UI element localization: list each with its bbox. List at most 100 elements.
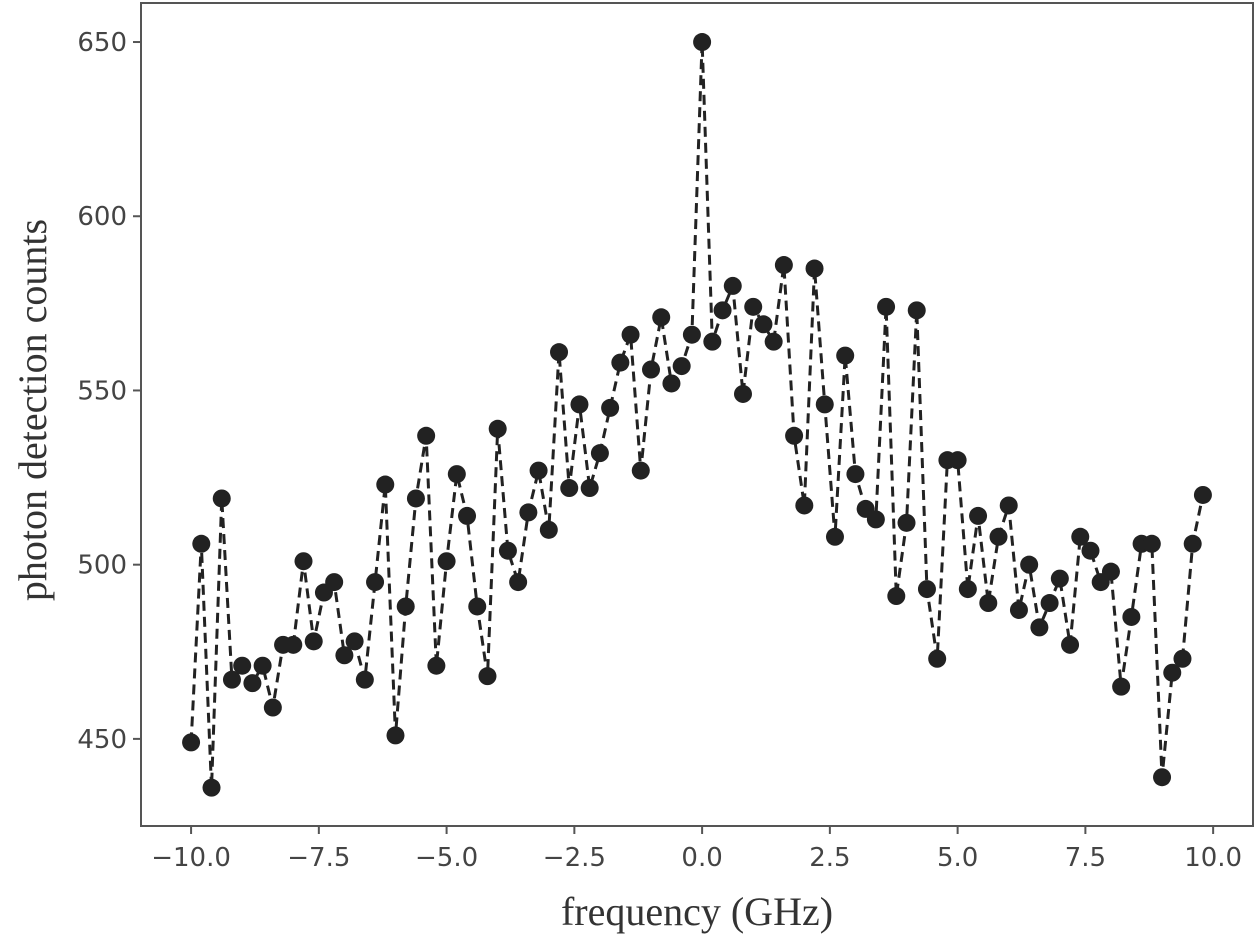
data-point: [1163, 663, 1182, 682]
data-point: [570, 395, 589, 414]
data-point: [733, 384, 752, 403]
data-point: [355, 670, 374, 689]
data-point: [1183, 534, 1202, 553]
data-point: [693, 33, 712, 52]
data-point: [713, 301, 732, 320]
x-tick-label: 5.0: [937, 843, 978, 873]
x-tick-label: −10.0: [151, 843, 231, 873]
x-tick-label: 2.5: [809, 843, 850, 873]
data-point: [192, 534, 211, 553]
data-point: [509, 573, 528, 592]
data-point: [539, 520, 558, 539]
data-point: [682, 325, 701, 344]
data-point: [417, 426, 436, 445]
data-point: [488, 419, 507, 438]
data-point: [785, 426, 804, 445]
data-point: [1009, 600, 1028, 619]
x-tick-label: 0.0: [681, 843, 722, 873]
data-point: [1153, 768, 1172, 787]
y-axis-label: photon detection counts: [10, 219, 55, 601]
data-point: [631, 461, 650, 480]
data-point: [1030, 618, 1049, 637]
data-point: [447, 465, 466, 484]
data-point: [182, 733, 201, 752]
data-point: [928, 649, 947, 668]
data-point: [335, 646, 354, 665]
data-point: [590, 444, 609, 463]
y-tick-label: 600: [77, 202, 127, 232]
data-point: [202, 778, 221, 797]
data-point: [478, 667, 497, 686]
data-point: [979, 594, 998, 613]
data-point: [519, 503, 538, 522]
y-tick-label: 450: [77, 725, 127, 755]
data-point: [468, 597, 487, 616]
data-point: [253, 656, 272, 675]
data-point: [1071, 527, 1090, 546]
data-point: [774, 256, 793, 275]
data-point: [887, 587, 906, 606]
data-point: [212, 489, 231, 508]
data-point: [999, 496, 1018, 515]
data-point: [917, 580, 936, 599]
data-point: [795, 496, 814, 515]
data-point: [744, 297, 763, 316]
data-point: [325, 573, 344, 592]
data-point: [662, 374, 681, 393]
data-point: [601, 398, 620, 417]
data-point: [437, 552, 456, 571]
data-point: [723, 276, 742, 295]
y-tick-label: 550: [77, 376, 127, 406]
data-point: [754, 315, 773, 334]
data-point: [458, 506, 477, 525]
x-tick-label: 7.5: [1065, 843, 1106, 873]
data-line: [189, 41, 1205, 788]
data-point: [366, 573, 385, 592]
data-point: [764, 332, 783, 351]
y-tick-label: 650: [77, 28, 127, 58]
data-point: [958, 580, 977, 599]
data-point: [294, 552, 313, 571]
data-point: [825, 527, 844, 546]
data-point: [907, 301, 926, 320]
data-point: [427, 656, 446, 675]
data-point: [642, 360, 661, 379]
data-point: [672, 357, 691, 376]
data-point: [805, 259, 824, 278]
data-point: [222, 670, 241, 689]
data-point: [560, 479, 579, 498]
data-point: [1112, 677, 1131, 696]
data-point: [396, 597, 415, 616]
data-point: [304, 632, 323, 651]
plot-frame: [140, 2, 1254, 827]
data-point: [1173, 649, 1192, 668]
data-point: [611, 353, 630, 372]
data-point: [1081, 541, 1100, 560]
data-point: [1020, 555, 1039, 574]
x-tick-label: 10.0: [1184, 843, 1242, 873]
data-point: [386, 726, 405, 745]
data-point: [652, 308, 671, 327]
data-point: [846, 465, 865, 484]
data-point: [989, 527, 1008, 546]
data-point: [1122, 607, 1141, 626]
data-point: [815, 395, 834, 414]
data-point: [1142, 534, 1161, 553]
data-point: [406, 489, 425, 508]
data-point: [836, 346, 855, 365]
data-point: [877, 297, 896, 316]
data-point: [897, 513, 916, 532]
x-axis-label: frequency (GHz): [561, 889, 833, 934]
data-point: [550, 343, 569, 362]
data-point: [243, 674, 262, 693]
data-point: [1101, 562, 1120, 581]
x-tick-label: −7.5: [287, 843, 350, 873]
data-point: [529, 461, 548, 480]
data-point: [1040, 594, 1059, 613]
data-point: [948, 451, 967, 470]
data-point: [969, 506, 988, 525]
data-point: [703, 332, 722, 351]
y-tick-label: 500: [77, 551, 127, 581]
x-tick-label: −5.0: [415, 843, 478, 873]
